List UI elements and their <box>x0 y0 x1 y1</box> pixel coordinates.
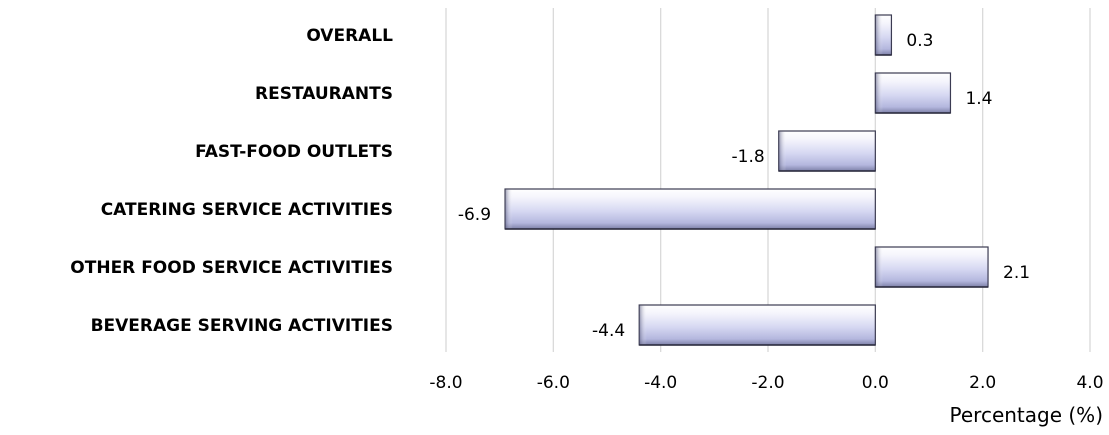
x-tick-label: -2.0 <box>751 373 784 393</box>
category-label: OVERALL <box>306 26 393 46</box>
value-label: 2.1 <box>1003 263 1030 283</box>
category-label: OTHER FOOD SERVICE ACTIVITIES <box>70 258 393 278</box>
bar <box>874 72 952 114</box>
x-axis-title: Percentage (%) <box>950 403 1103 427</box>
bar-bevel <box>779 131 787 171</box>
value-label: -6.9 <box>458 205 491 225</box>
category-label: BEVERAGE SERVING ACTIVITIES <box>91 316 393 336</box>
x-tick-labels: -8.0 -6.0 -4.0 -2.0 0.0 2.0 4.0 <box>429 373 1103 393</box>
bar-rect <box>778 130 876 172</box>
bar-rect <box>874 246 989 288</box>
bar-bevel <box>875 247 883 287</box>
gridlines <box>445 8 1091 352</box>
bar-rect <box>638 304 876 346</box>
x-tick-label: 0.0 <box>862 373 889 393</box>
bar-bevel <box>639 305 647 345</box>
bar-bevel <box>505 189 513 229</box>
category-label: CATERING SERVICE ACTIVITIES <box>101 200 393 220</box>
bar-rect <box>504 188 876 230</box>
value-label: -1.8 <box>732 147 765 167</box>
x-tick-label: -4.0 <box>644 373 677 393</box>
category-label: FAST-FOOD OUTLETS <box>195 142 393 162</box>
bar <box>504 188 876 230</box>
bars <box>504 14 989 346</box>
bar-rect <box>874 72 952 114</box>
bar-bevel <box>875 15 883 55</box>
x-tick-label: -8.0 <box>429 373 462 393</box>
value-label: -4.4 <box>592 321 625 341</box>
x-tick-label: 2.0 <box>969 373 996 393</box>
value-label: 1.4 <box>965 89 992 109</box>
x-tick-label: -6.0 <box>537 373 570 393</box>
bar <box>874 14 893 56</box>
category-labels: OVERALL RESTAURANTS FAST-FOOD OUTLETS CATER… <box>70 26 393 336</box>
bar <box>638 304 876 346</box>
x-tick-label: 4.0 <box>1076 373 1103 393</box>
value-labels: 0.3 1.4 -1.8 -6.9 2.1 -4.4 <box>458 31 1030 341</box>
value-label: 0.3 <box>906 31 933 51</box>
bar <box>874 246 989 288</box>
bar <box>778 130 876 172</box>
bar-bevel <box>875 73 883 113</box>
category-label: RESTAURANTS <box>255 84 393 104</box>
